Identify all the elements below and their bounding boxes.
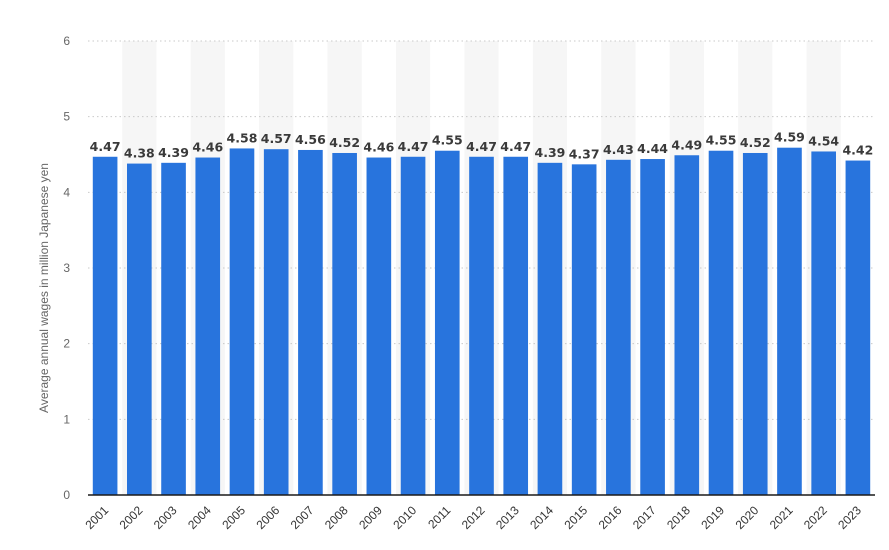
data-label: 4.46	[192, 140, 223, 155]
x-tick-label: 2017	[630, 503, 659, 532]
data-label: 4.59	[774, 130, 805, 145]
bar[interactable]	[92, 156, 118, 495]
bar[interactable]	[332, 152, 357, 495]
x-tick-label: 2016	[596, 503, 625, 532]
bar[interactable]	[674, 155, 700, 496]
x-tick-label: 2019	[698, 503, 727, 532]
x-tick-label: 2015	[561, 503, 590, 532]
y-tick-label: 5	[63, 110, 70, 124]
y-axis-ticks: 0 1 2 3 4 5 6	[63, 34, 70, 502]
x-tick-label: 2012	[459, 503, 488, 532]
data-label: 4.52	[329, 135, 360, 150]
data-label: 4.58	[227, 130, 258, 145]
x-tick-label: 2003	[151, 503, 180, 532]
x-tick-label: 2001	[82, 503, 111, 532]
data-label: 4.56	[295, 132, 326, 147]
x-tick-label: 2007	[288, 503, 317, 532]
data-label: 4.42	[842, 143, 873, 158]
data-label: 4.47	[466, 139, 497, 154]
bar[interactable]	[742, 152, 768, 495]
x-tick-label: 2004	[185, 503, 214, 532]
x-tick-label: 2018	[664, 503, 693, 532]
x-tick-label: 2002	[117, 503, 146, 532]
y-axis-title: Average annual wages in million Japanese…	[37, 163, 51, 413]
x-tick-label: 2006	[254, 503, 283, 532]
bar[interactable]	[811, 151, 836, 495]
bar[interactable]	[469, 156, 494, 495]
bar[interactable]	[640, 159, 665, 496]
x-tick-label: 2021	[767, 503, 796, 532]
bar[interactable]	[537, 162, 563, 495]
bar[interactable]	[777, 147, 802, 495]
bar[interactable]	[366, 157, 392, 495]
bar[interactable]	[298, 149, 323, 495]
data-label: 4.55	[432, 133, 463, 148]
data-label: 4.46	[363, 140, 394, 155]
data-label: 4.47	[90, 139, 121, 154]
x-axis-ticks: 2001 2002 2003 2004 2005 2006 2007 2008 2009 2010…	[82, 503, 864, 532]
x-tick-label: 2011	[425, 503, 453, 531]
data-label: 4.47	[398, 139, 429, 154]
bar[interactable]	[708, 150, 734, 495]
x-tick-label: 2020	[733, 503, 762, 532]
bar[interactable]	[503, 156, 529, 495]
data-label: 4.39	[535, 145, 566, 160]
x-tick-label: 2010	[390, 503, 419, 532]
data-label: 4.52	[740, 135, 771, 150]
bar[interactable]	[229, 148, 255, 496]
x-tick-label: 2014	[527, 503, 556, 532]
x-tick-label: 2022	[801, 503, 830, 532]
y-tick-label: 3	[63, 261, 70, 275]
data-label: 4.43	[603, 142, 634, 157]
bar[interactable]	[263, 149, 289, 495]
y-tick-label: 0	[63, 488, 70, 502]
data-label: 4.47	[500, 139, 531, 154]
bar[interactable]	[195, 157, 221, 495]
bar[interactable]	[845, 160, 871, 495]
y-tick-label: 1	[63, 412, 70, 426]
bar[interactable]	[161, 162, 186, 495]
y-tick-label: 6	[63, 34, 70, 48]
data-label: 4.54	[808, 133, 839, 148]
bar[interactable]	[127, 163, 152, 495]
y-tick-label: 4	[63, 185, 70, 199]
data-label: 4.44	[637, 141, 668, 156]
bar[interactable]	[606, 159, 631, 495]
data-label: 4.49	[671, 137, 702, 152]
bar[interactable]	[571, 164, 597, 495]
data-label: 4.37	[569, 146, 600, 161]
x-tick-label: 2008	[322, 503, 351, 532]
data-label: 4.57	[261, 131, 292, 146]
data-label: 4.39	[158, 145, 189, 160]
data-labels: 4.47 4.38 4.39 4.464.58 4.57 4.56 4.52 4.46 4.47…	[90, 130, 874, 162]
bar[interactable]	[434, 150, 460, 495]
y-tick-label: 2	[63, 337, 70, 351]
x-tick-label: 2005	[219, 503, 248, 532]
bars	[92, 147, 871, 496]
bar[interactable]	[400, 156, 426, 495]
data-label: 4.38	[124, 146, 155, 161]
x-tick-label: 2013	[493, 503, 522, 532]
x-tick-label: 2023	[835, 503, 864, 532]
x-tick-label: 2009	[356, 503, 385, 532]
data-label: 4.55	[706, 133, 737, 148]
